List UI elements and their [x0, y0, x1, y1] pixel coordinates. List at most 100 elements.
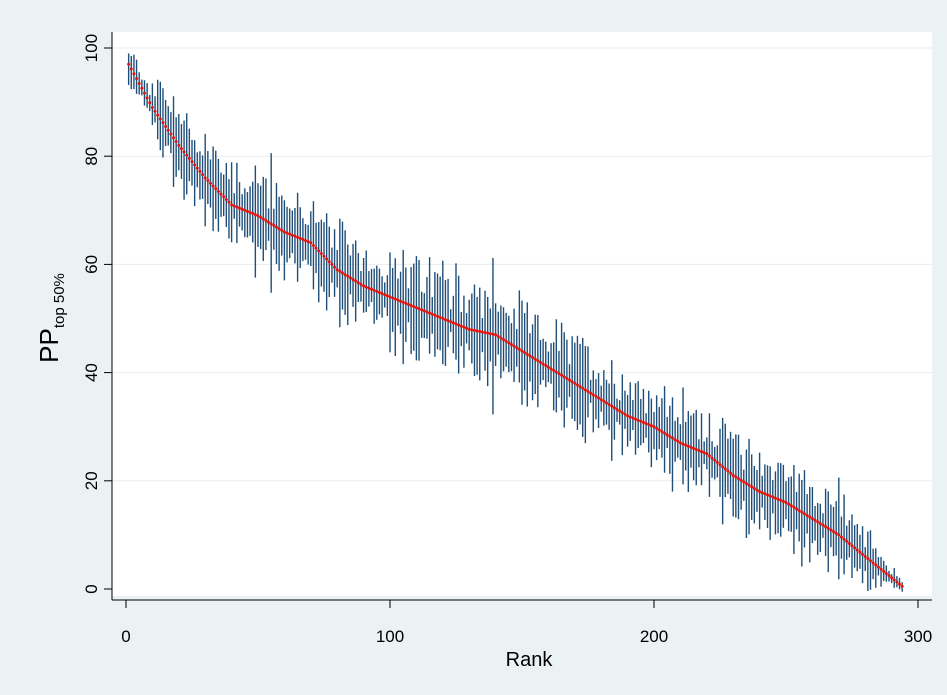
point-rank-230 — [731, 473, 735, 477]
point-rank-202 — [657, 428, 661, 432]
point-rank-112 — [420, 308, 424, 312]
point-rank-241 — [760, 491, 764, 495]
point-rank-282 — [868, 559, 872, 563]
point-rank-150 — [520, 349, 524, 353]
point-rank-130 — [467, 327, 471, 331]
point-rank-53 — [264, 219, 268, 223]
x-axis-ticks: 0 100 200 300 — [121, 600, 932, 646]
point-rank-207 — [670, 436, 674, 440]
point-rank-199 — [649, 424, 653, 428]
point-rank-145 — [507, 341, 511, 345]
point-rank-12 — [156, 113, 160, 117]
point-rank-90 — [362, 284, 366, 288]
point-rank-89 — [359, 282, 363, 286]
point-rank-291 — [892, 578, 896, 582]
point-rank-40 — [230, 203, 234, 207]
point-rank-222 — [710, 456, 714, 460]
point-rank-165 — [560, 373, 564, 377]
point-rank-197 — [644, 421, 648, 425]
point-rank-20 — [177, 143, 181, 147]
point-rank-75 — [322, 254, 326, 258]
point-rank-243 — [766, 493, 770, 497]
point-rank-281 — [866, 557, 870, 561]
point-rank-250 — [784, 500, 788, 504]
point-rank-233 — [739, 478, 743, 482]
y-axis-title-subscript: top 50% — [51, 273, 68, 328]
point-rank-69 — [306, 240, 310, 244]
point-rank-115 — [428, 311, 432, 315]
point-rank-77 — [327, 260, 331, 264]
point-rank-161 — [549, 367, 553, 371]
point-rank-273 — [845, 539, 849, 543]
x-axis-title: Rank — [506, 649, 554, 671]
point-rank-210 — [678, 441, 682, 445]
point-rank-34 — [214, 187, 218, 191]
point-rank-30 — [203, 176, 207, 180]
point-rank-66 — [298, 236, 302, 240]
point-rank-54 — [267, 220, 271, 224]
point-rank-162 — [552, 368, 556, 372]
point-rank-27 — [195, 166, 199, 170]
point-rank-137 — [486, 331, 490, 335]
point-rank-133 — [475, 329, 479, 333]
point-rank-246 — [773, 496, 777, 500]
point-rank-83 — [343, 273, 347, 277]
point-rank-113 — [422, 309, 426, 313]
point-rank-225 — [718, 463, 722, 467]
point-rank-176 — [589, 391, 593, 395]
point-rank-240 — [758, 490, 762, 494]
point-rank-120 — [441, 317, 445, 320]
point-rank-158 — [541, 362, 545, 366]
point-rank-290 — [890, 576, 894, 580]
point-rank-289 — [887, 574, 891, 578]
x-tick-label-100: 100 — [376, 627, 404, 646]
point-rank-277 — [855, 548, 859, 552]
point-rank-173 — [581, 386, 585, 390]
point-rank-131 — [470, 328, 474, 332]
point-rank-4 — [135, 77, 139, 81]
point-rank-294 — [900, 584, 904, 588]
point-rank-140 — [494, 333, 498, 337]
y-tick-label-40: 40 — [82, 363, 101, 382]
point-rank-24 — [187, 156, 191, 160]
point-rank-92 — [367, 286, 371, 290]
point-rank-261 — [813, 518, 817, 522]
point-rank-132 — [472, 328, 476, 332]
point-rank-193 — [634, 417, 638, 421]
point-rank-85 — [348, 276, 352, 280]
point-rank-211 — [681, 442, 685, 446]
point-rank-35 — [216, 189, 220, 193]
point-rank-168 — [568, 378, 572, 382]
point-rank-48 — [251, 212, 255, 216]
point-rank-144 — [504, 339, 508, 343]
point-rank-269 — [834, 531, 838, 535]
point-rank-265 — [824, 525, 828, 529]
point-rank-198 — [647, 423, 651, 427]
y-axis-title: PPtop 50% — [34, 273, 68, 363]
point-rank-183 — [607, 403, 611, 407]
point-rank-2 — [129, 67, 133, 71]
point-rank-219 — [702, 451, 706, 455]
y-axis-ticks: 0 20 40 60 80 100 — [82, 34, 112, 594]
point-rank-205 — [665, 433, 669, 437]
point-rank-138 — [488, 332, 492, 336]
point-rank-31 — [206, 179, 210, 183]
point-rank-87 — [354, 279, 358, 283]
point-rank-86 — [351, 278, 355, 282]
point-rank-159 — [544, 364, 548, 368]
point-rank-280 — [863, 555, 867, 559]
point-rank-274 — [847, 542, 851, 546]
point-rank-220 — [705, 452, 709, 456]
point-rank-237 — [750, 485, 754, 489]
point-rank-283 — [871, 561, 875, 565]
point-rank-212 — [684, 443, 688, 447]
point-rank-180 — [599, 398, 603, 402]
point-rank-49 — [253, 213, 257, 217]
point-rank-238 — [752, 486, 756, 490]
point-rank-204 — [663, 431, 667, 435]
point-rank-107 — [406, 302, 410, 306]
point-rank-256 — [800, 510, 804, 514]
x-tick-label-0: 0 — [121, 627, 130, 646]
point-rank-9 — [148, 101, 152, 105]
point-rank-3 — [132, 72, 136, 76]
